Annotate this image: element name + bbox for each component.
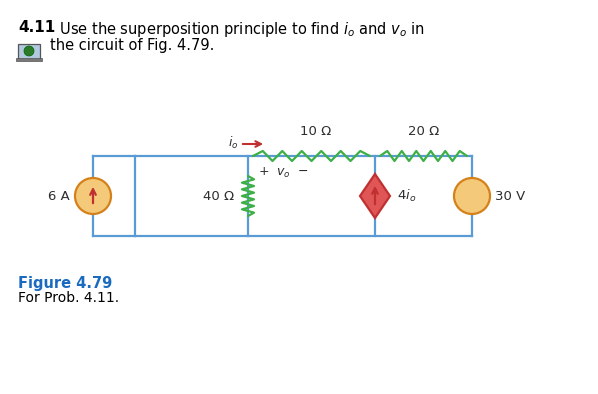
Text: 10 Ω: 10 Ω bbox=[300, 125, 331, 138]
Text: 4.11: 4.11 bbox=[18, 20, 55, 35]
Text: 30 V: 30 V bbox=[495, 190, 525, 203]
Text: For Prob. 4.11.: For Prob. 4.11. bbox=[18, 291, 119, 305]
Text: 20 Ω: 20 Ω bbox=[408, 125, 439, 138]
Circle shape bbox=[24, 46, 34, 56]
Text: the circuit of Fig. 4.79.: the circuit of Fig. 4.79. bbox=[50, 38, 214, 53]
Text: 6 A: 6 A bbox=[48, 190, 70, 203]
Polygon shape bbox=[360, 174, 390, 218]
Text: Figure 4.79: Figure 4.79 bbox=[18, 276, 112, 291]
FancyBboxPatch shape bbox=[16, 58, 42, 61]
Circle shape bbox=[75, 178, 111, 214]
Text: Use the superposition principle to find $i_o$ and $v_o$ in: Use the superposition principle to find … bbox=[50, 20, 425, 39]
Text: −: − bbox=[466, 180, 478, 195]
Circle shape bbox=[454, 178, 490, 214]
Text: +  $v_o$  −: + $v_o$ − bbox=[258, 166, 309, 180]
Text: +: + bbox=[466, 197, 478, 212]
Text: $i_o$: $i_o$ bbox=[228, 135, 238, 151]
Text: 40 Ω: 40 Ω bbox=[203, 190, 234, 203]
FancyBboxPatch shape bbox=[18, 44, 40, 59]
Text: $4i_o$: $4i_o$ bbox=[397, 188, 416, 204]
